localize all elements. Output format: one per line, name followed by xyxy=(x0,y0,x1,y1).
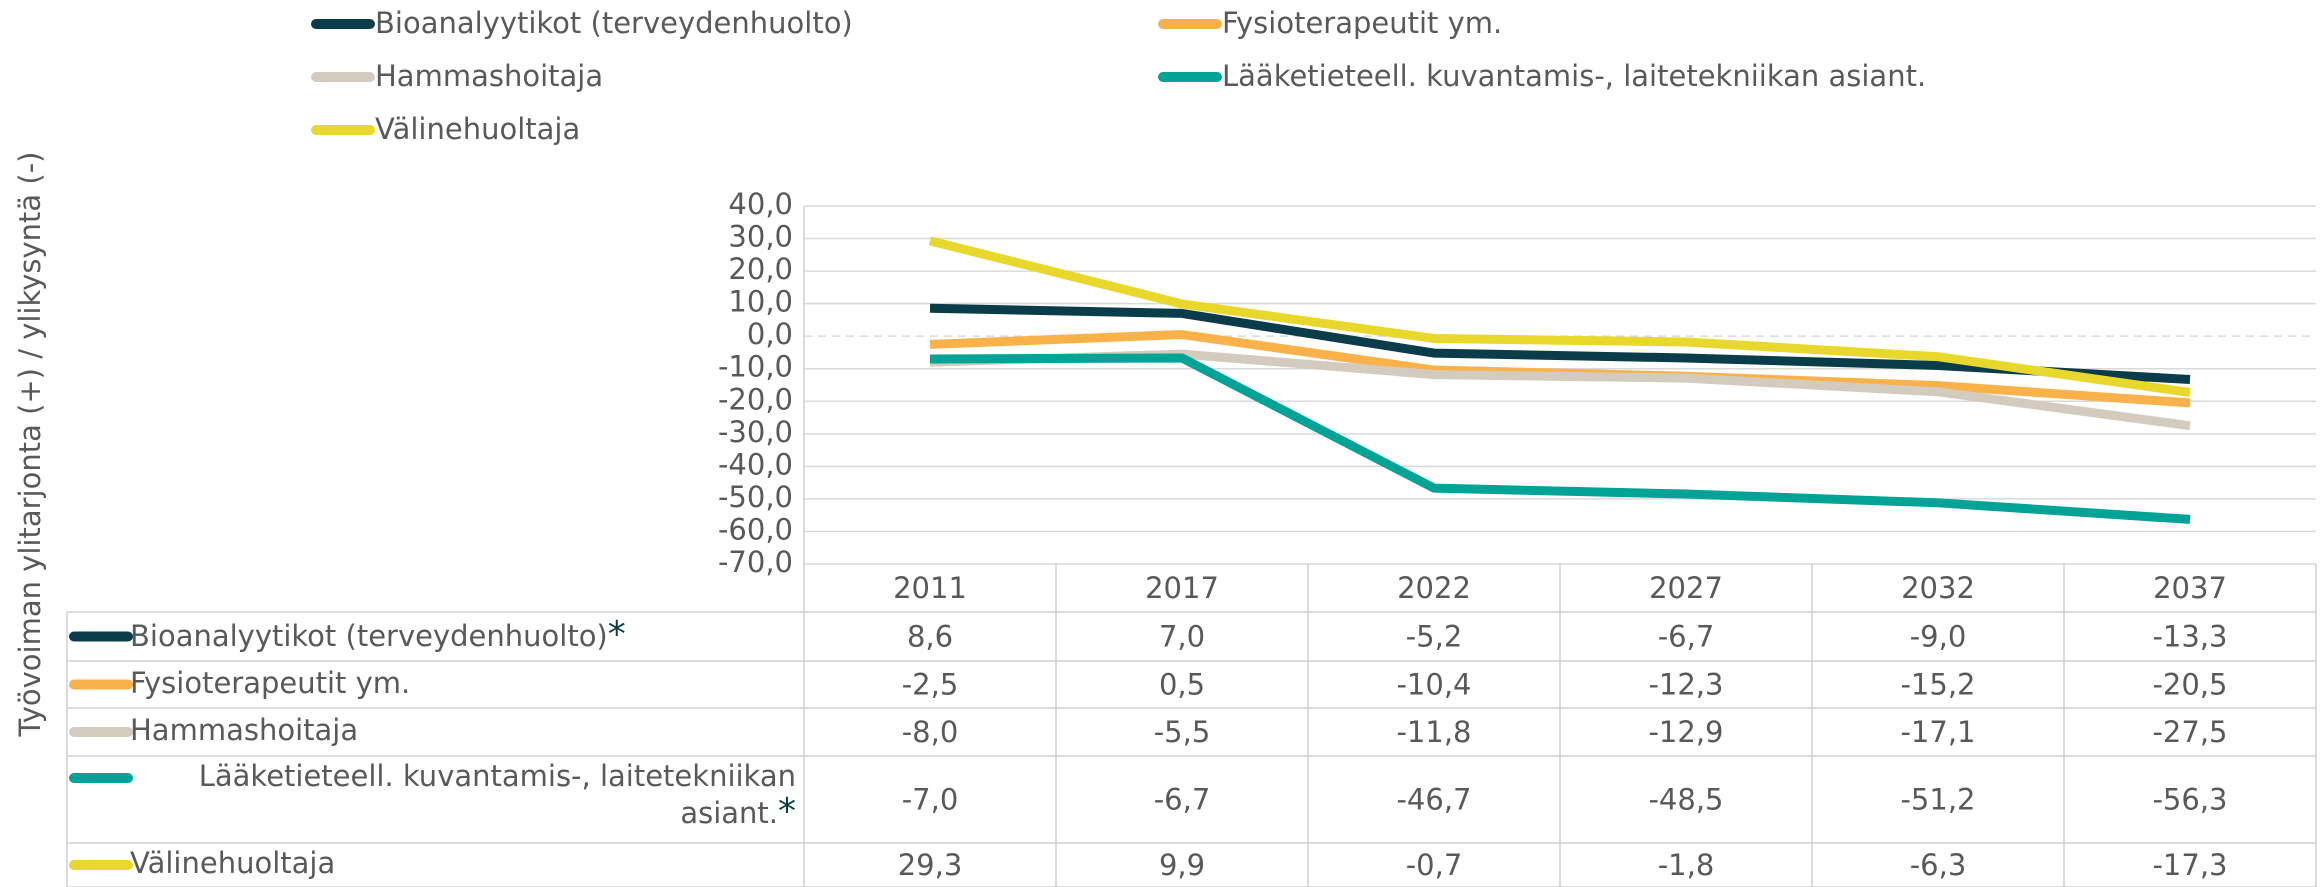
table-value: -12,3 xyxy=(1648,668,1723,702)
table-row-label: Lääketieteell. kuvantamis-, laitetekniik… xyxy=(130,758,796,831)
table-value: 7,0 xyxy=(1159,620,1205,654)
table-value: -5,5 xyxy=(1154,715,1211,749)
y-tick-label: -30,0 xyxy=(718,415,793,449)
x-tick-label: 2037 xyxy=(2153,571,2227,605)
table-value: -2,5 xyxy=(902,668,959,702)
x-tick-label: 2027 xyxy=(1649,571,1723,605)
y-tick-label: -70,0 xyxy=(718,545,793,579)
series-name: Fysioterapeutit ym. xyxy=(130,665,411,700)
y-tick-label: -50,0 xyxy=(718,480,793,514)
footnote-mark: * xyxy=(607,616,626,655)
table-value: -6,3 xyxy=(1910,848,1967,882)
table-row-label: Hammashoitaja xyxy=(130,712,796,748)
table-row-label: Välinehuoltaja xyxy=(130,845,796,881)
series-name: Välinehuoltaja xyxy=(130,846,336,880)
y-tick-label: 10,0 xyxy=(728,285,793,319)
table-row-label: Fysioterapeutit ym. xyxy=(130,665,796,701)
table-value: -5,2 xyxy=(1406,620,1463,654)
table-value: -13,3 xyxy=(2152,620,2227,654)
table-value: -12,9 xyxy=(1648,715,1723,749)
table-value: -6,7 xyxy=(1154,783,1211,817)
y-tick-label: 40,0 xyxy=(728,187,793,221)
row-label: Hammashoitaja xyxy=(130,712,796,748)
table-value: -17,1 xyxy=(1900,715,1975,749)
row-label: Lääketieteell. kuvantamis-, laitetekniik… xyxy=(130,758,796,831)
table-value: -27,5 xyxy=(2152,715,2227,749)
table-value: -56,3 xyxy=(2152,783,2227,817)
table-value: -7,0 xyxy=(902,783,959,817)
series-line xyxy=(929,353,2191,524)
y-tick-label: 0,0 xyxy=(747,317,793,351)
table-value: -17,3 xyxy=(2152,848,2227,882)
y-tick-label: 20,0 xyxy=(728,252,793,286)
y-tick-label: -10,0 xyxy=(718,350,793,384)
table-value: -46,7 xyxy=(1396,783,1471,817)
y-tick-label: 30,0 xyxy=(728,220,793,254)
legend-label: Fysioterapeutit ym. xyxy=(1222,6,1502,40)
legend-label: Bioanalyytikot (terveydenhuolto) xyxy=(375,6,853,40)
legend-label: Hammashoitaja xyxy=(375,59,603,93)
x-tick-label: 2022 xyxy=(1397,571,1471,605)
y-tick-label: -20,0 xyxy=(718,382,793,416)
footnote-mark: * xyxy=(778,791,796,832)
series-name: Bioanalyytikot (terveydenhuolto) xyxy=(130,618,608,653)
series-name: Hammashoitaja xyxy=(130,713,359,747)
series-line xyxy=(928,236,2191,397)
series-name: Lääketieteell. kuvantamis-, laitetekniik… xyxy=(198,759,796,830)
table-value: -15,2 xyxy=(1900,668,1975,702)
table-value: -48,5 xyxy=(1648,783,1723,817)
table-value: -1,8 xyxy=(1658,848,1715,882)
y-tick-label: -60,0 xyxy=(718,512,793,546)
table-value: -10,4 xyxy=(1396,668,1471,702)
table-row-label: Bioanalyytikot (terveydenhuolto)* xyxy=(130,617,796,654)
table-value: 0,5 xyxy=(1159,668,1205,702)
y-tick-label: -40,0 xyxy=(718,447,793,481)
table-value: -8,0 xyxy=(902,715,959,749)
y-axis-label: Työvoiman ylitarjonta (+) / ylikysyntä (… xyxy=(13,152,47,738)
table-value: -9,0 xyxy=(1910,620,1967,654)
row-label: Bioanalyytikot (terveydenhuolto)* xyxy=(130,617,796,654)
x-tick-label: 2032 xyxy=(1901,571,1975,605)
legend-label: Välinehuoltaja xyxy=(375,112,580,146)
table-value: -11,8 xyxy=(1396,715,1471,749)
series-line xyxy=(929,303,2191,384)
table-value: 8,6 xyxy=(907,620,953,654)
table-value: -6,7 xyxy=(1658,620,1715,654)
legend-label: Lääketieteell. kuvantamis-, laitetekniik… xyxy=(1222,59,1926,93)
table-value: -0,7 xyxy=(1406,848,1463,882)
x-tick-label: 2011 xyxy=(893,571,967,605)
table-value: -51,2 xyxy=(1900,783,1975,817)
x-tick-label: 2017 xyxy=(1145,571,1219,605)
table-value: 29,3 xyxy=(898,848,963,882)
row-label: Välinehuoltaja xyxy=(130,845,796,881)
row-label: Fysioterapeutit ym. xyxy=(130,665,796,701)
table-value: 9,9 xyxy=(1159,848,1205,882)
table-value: -20,5 xyxy=(2152,668,2227,702)
